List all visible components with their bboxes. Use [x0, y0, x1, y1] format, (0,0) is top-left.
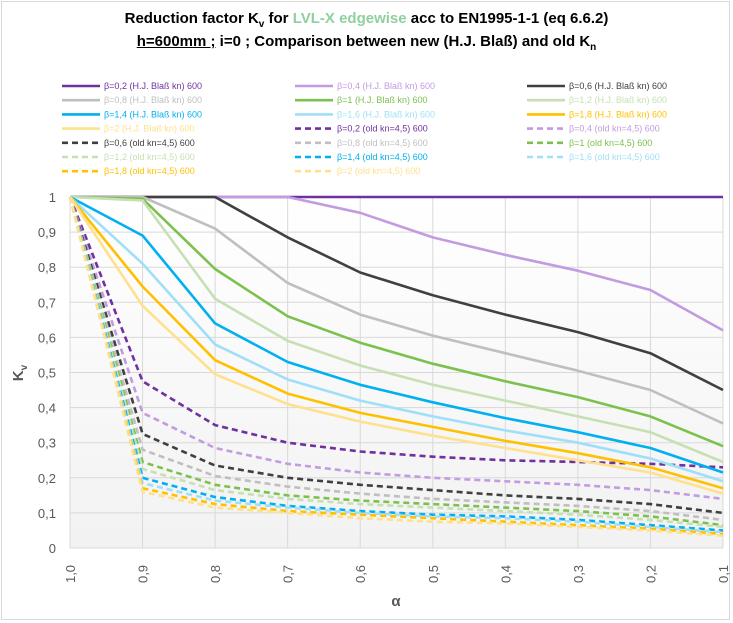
x-tick-label: 0,5 — [426, 565, 441, 583]
x-axis-label: α — [391, 593, 401, 610]
legend-entry: β=0,4 (old kn=4,5) 600 — [569, 124, 660, 134]
x-tick-label: 0,8 — [208, 565, 223, 583]
y-tick-label: 0,4 — [38, 401, 56, 416]
y-axis-label: Kv — [10, 364, 30, 381]
legend-entry: β=1,4 (H.J. Blaß kn) 600 — [104, 109, 202, 119]
legend-entry: β=1 (H.J. Blaß kn) 600 — [337, 95, 427, 105]
y-tick-label: 0,7 — [38, 295, 56, 310]
legend-entry: β=0,8 (old kn=4,5) 600 — [337, 138, 428, 148]
x-tick-label: 0,2 — [643, 565, 658, 583]
legend-entry: β=0,2 (H.J. Blaß kn) 600 — [104, 81, 202, 91]
y-tick-label: 0,1 — [38, 506, 56, 521]
legend-entry: β=1 (old kn=4,5) 600 — [569, 138, 652, 148]
y-tick-labels: 0 0,1 0,2 0,3 0,4 0,5 0,6 0,7 0,8 0,9 1 — [38, 190, 56, 556]
legend-entry: β=1,6 (old kn=4,5) 600 — [569, 152, 660, 162]
legend-entry: β=0,8 (H.J. Blaß kn) 600 — [104, 95, 202, 105]
y-tick-label: 0,5 — [38, 366, 56, 381]
legend: β=0,2 (H.J. Blaß kn) 600 β=0,4 (H.J. Blaß… — [62, 81, 667, 176]
y-tick-label: 1 — [49, 190, 56, 205]
x-tick-label: 0,1 — [716, 565, 731, 583]
legend-entry: β=1,2 (old kn=4,5) 600 — [104, 152, 195, 162]
y-tick-label: 0,9 — [38, 225, 56, 240]
x-tick-label: 0,6 — [353, 565, 368, 583]
x-tick-label: 0,9 — [136, 565, 151, 583]
y-tick-label: 0,6 — [38, 330, 56, 345]
legend-entry: β=0,4 (H.J. Blaß kn) 600 — [337, 81, 435, 91]
legend-entry: β=1,4 (old kn=4,5) 600 — [337, 152, 428, 162]
y-tick-label: 0,3 — [38, 436, 56, 451]
x-tick-label: 1,0 — [63, 565, 78, 583]
legend-entry: β=0,6 (H.J. Blaß kn) 600 — [569, 81, 667, 91]
x-tick-label: 0,3 — [571, 565, 586, 583]
y-tick-label: 0 — [49, 541, 56, 556]
x-tick-labels: 1,0 0,9 0,8 0,7 0,6 0,5 0,4 0,3 0,2 0,1 — [63, 565, 731, 583]
y-tick-label: 0,8 — [38, 260, 56, 275]
legend-entry: β=1,8 (H.J. Blaß kn) 600 — [569, 109, 667, 119]
legend-entry: β=1,8 (old kn=4,5) 600 — [104, 166, 195, 176]
legend-entry: β=2 (old kn=4,5) 600 — [337, 166, 420, 176]
y-tick-label: 0,2 — [38, 471, 56, 486]
legend-entry: β=0,6 (old kn=4,5) 600 — [104, 138, 195, 148]
x-tick-label: 0,4 — [498, 565, 513, 583]
x-tick-label: 0,7 — [281, 565, 296, 583]
legend-entry: β=2 (H.J. Blaß kn) 600 — [104, 124, 194, 134]
legend-entry: β=1,6 (H.J. Blaß kn) 600 — [337, 109, 435, 119]
legend-entry: β=0,2 (old kn=4,5) 600 — [337, 124, 428, 134]
legend-entry: β=1,2 (H.J. Blaß kn) 600 — [569, 95, 667, 105]
